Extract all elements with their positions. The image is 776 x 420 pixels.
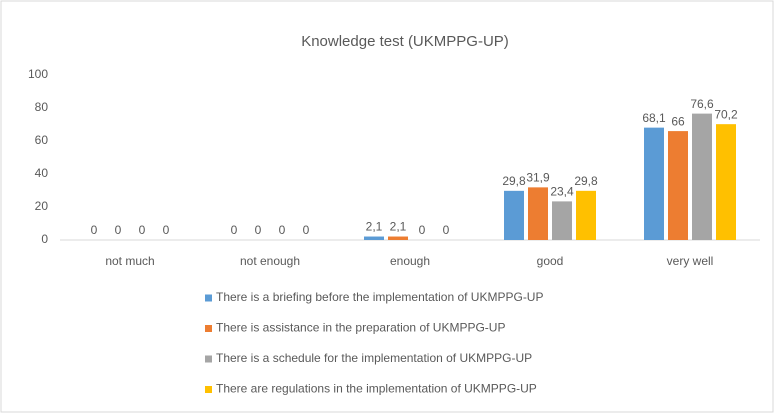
- legend-swatch: [205, 386, 212, 393]
- data-label: 0: [91, 223, 98, 237]
- data-label: 29,8: [574, 174, 598, 188]
- bar: [552, 201, 572, 240]
- data-label: 0: [255, 223, 262, 237]
- y-tick-label: 0: [41, 232, 48, 246]
- y-tick-label: 80: [35, 100, 49, 114]
- data-label: 2,1: [390, 220, 407, 234]
- legend-swatch: [205, 355, 212, 363]
- bar: [692, 113, 712, 240]
- data-label: 66: [671, 114, 685, 128]
- data-label: 29,8: [502, 174, 526, 188]
- data-label: 2,1: [366, 220, 383, 234]
- x-tick-label: enough: [390, 254, 430, 268]
- data-label: 0: [443, 223, 450, 237]
- x-tick-label: not enough: [240, 254, 300, 268]
- data-label: 0: [163, 223, 170, 237]
- data-label: 0: [115, 223, 122, 237]
- legend-label: There is a briefing before the implement…: [216, 290, 543, 304]
- bar: [528, 187, 548, 240]
- legend-label: There is a schedule for the implementati…: [216, 351, 532, 365]
- bar: [576, 190, 596, 240]
- data-label: 70,2: [714, 107, 738, 121]
- data-label: 0: [139, 223, 146, 237]
- legend-label: There are regulations in the implementat…: [216, 382, 537, 396]
- data-label: 76,6: [690, 97, 714, 111]
- data-label: 0: [279, 223, 286, 237]
- data-label: 0: [231, 223, 238, 237]
- legend-swatch: [205, 294, 212, 302]
- y-tick-label: 20: [35, 199, 49, 213]
- data-label: 0: [303, 223, 310, 237]
- chart-title: Knowledge test (UKMPPG-UP): [301, 33, 509, 50]
- bar: [364, 236, 384, 240]
- bar: [668, 131, 688, 240]
- legend-label: There is assistance in the preparation o…: [216, 321, 505, 335]
- data-label: 68,1: [642, 111, 666, 125]
- data-label: 23,4: [550, 185, 574, 199]
- x-tick-label: not much: [105, 254, 154, 268]
- data-label: 31,9: [526, 171, 550, 185]
- x-tick-label: good: [537, 254, 564, 268]
- bar: [644, 127, 664, 240]
- y-tick-label: 100: [28, 67, 48, 81]
- x-tick-label: very well: [667, 254, 714, 268]
- bar: [388, 236, 408, 240]
- bar: [716, 124, 736, 240]
- y-tick-label: 60: [35, 133, 49, 147]
- bar: [504, 190, 524, 240]
- legend-swatch: [205, 325, 212, 332]
- data-label: 0: [419, 223, 426, 237]
- y-tick-label: 40: [35, 166, 49, 180]
